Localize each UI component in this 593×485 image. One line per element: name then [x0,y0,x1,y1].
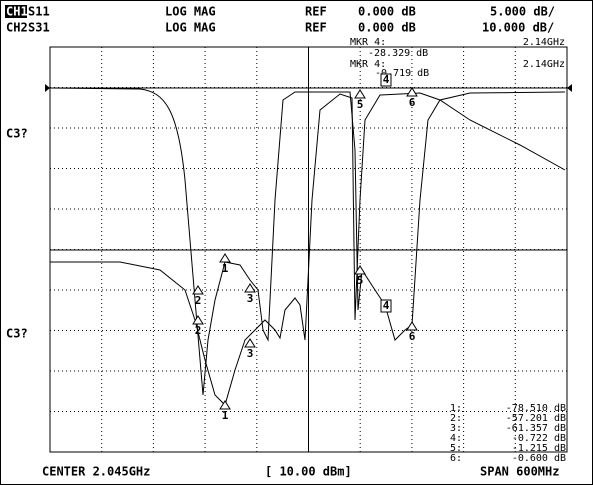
marker-number: 5 [357,274,364,287]
marker-number: 3 [247,347,254,360]
scale: 10.000 dB/ [482,21,554,35]
marker-list-value: -1.215 dB [512,443,566,454]
marker-triangle [354,265,366,275]
marker-list-label: 4: [450,433,462,444]
ref-label: REF [305,21,327,35]
marker-number: 6 [409,330,416,343]
marker-list-label: 5: [450,443,462,454]
ref-value: 0.000 dB [358,5,416,19]
marker-triangle [219,253,231,263]
marker-list-label: 6: [450,453,462,464]
marker-list-value: -57.201 dB [506,413,566,424]
trace [50,92,566,406]
marker-label: MKR 4: [350,37,386,48]
marker-number: 1 [222,262,229,275]
marker-triangle [192,315,204,325]
parameter: S11 [28,5,50,19]
marker-number: 2 [195,294,202,307]
marker-label: MKR 4: [350,59,386,70]
marker-triangle [354,89,366,99]
marker-number: 4 [383,299,390,312]
center-frequency: CENTER 2.045GHz [42,465,150,479]
marker-list-value: -78.510 dB [506,403,566,414]
ref-label: REF [305,5,327,19]
trace [49,87,566,396]
parameter: S31 [28,21,50,35]
marker-list-value: -0.722 dB [512,433,566,444]
channel-label: C3? [6,127,28,141]
marker-number: 2 [195,324,202,337]
channel: CH1 [6,5,28,19]
marker-triangle [192,285,204,295]
marker-frequency: 2.14GHz [523,59,565,70]
marker-number: 6 [409,96,416,109]
marker-list-label: 2: [450,413,462,424]
marker-value: -0.719 dB [375,68,429,79]
marker-triangle [406,87,418,97]
channel-label: C3? [6,327,28,341]
marker-triangle [219,400,231,410]
active-channel-box [5,5,27,18]
ref-value: 0.000 dB [358,21,416,35]
span: SPAN 600MHz [480,465,559,479]
marker-triangle [406,321,418,331]
format: LOG MAG [165,5,216,19]
marker-triangle [244,338,256,348]
format: LOG MAG [165,21,216,35]
marker-number: 5 [357,98,364,111]
marker-frequency: 2.14GHz [523,37,565,48]
channel: CH2 [6,21,28,35]
marker-list: 1: -78.510 dB 2: -57.201 dB 3: -61.357 dB 4: -0… [450,403,566,464]
marker-list-label: 1: [450,403,462,414]
marker-list-value: -61.357 dB [506,423,566,434]
trace-markers: 1 1 2 2 3 3 4 4 5 5 6 6 [192,73,418,422]
source-power: [ 10.00 dBm] [265,465,352,479]
marker-triangle [244,283,256,293]
marker-box [380,299,392,313]
marker-list-value: -0.600 dB [512,453,566,464]
scale: 5.000 dB/ [490,5,555,19]
marker-list-label: 3: [450,423,462,434]
marker-number: 3 [247,292,254,305]
marker-value: -28.329 dB [368,48,428,59]
marker-number: 4 [383,73,390,86]
marker-number: 1 [222,409,229,422]
marker-box [380,73,392,87]
